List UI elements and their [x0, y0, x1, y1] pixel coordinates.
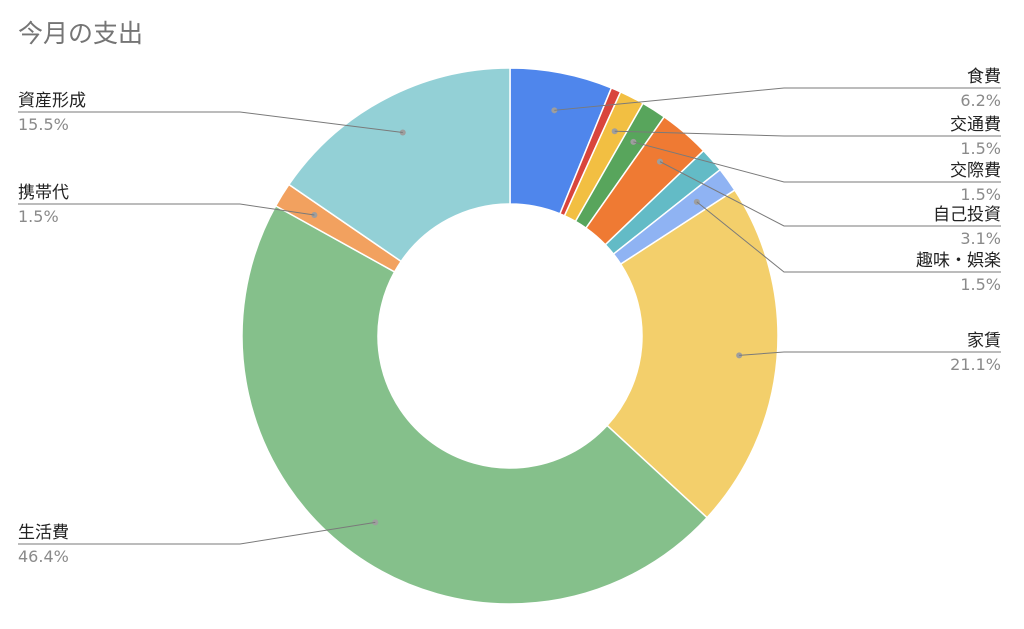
- donut-slice: [605, 189, 779, 519]
- chart-title: 今月の支出: [18, 19, 144, 48]
- leader-lines-group: [18, 87, 1001, 545]
- donut-slice: [241, 204, 709, 605]
- leader-line: [18, 203, 315, 216]
- slice-percent: 15.5%: [18, 115, 69, 134]
- slice-percent: 1.5%: [960, 185, 1001, 204]
- leader-line: [614, 130, 1001, 137]
- slice-label: 食費: [967, 67, 1001, 87]
- donut-slice: [287, 67, 511, 263]
- slice-percent: 3.1%: [960, 229, 1001, 248]
- leader-line: [633, 141, 1001, 183]
- slice-label: 趣味・娯楽: [916, 251, 1001, 271]
- leader-line: [696, 201, 1001, 273]
- leader-line: [18, 111, 403, 134]
- slices-group: [241, 67, 779, 605]
- labels-group: 食費6.2%交通費1.5%交際費1.5%自己投資3.1%趣味・娯楽1.5%家賃2…: [18, 67, 1001, 566]
- slice-percent: 46.4%: [18, 547, 69, 566]
- slice-percent: 1.5%: [960, 275, 1001, 294]
- slice-label: 携帯代: [18, 183, 69, 203]
- leader-line: [18, 521, 376, 545]
- slice-label: 生活費: [18, 523, 69, 543]
- slice-label: 資産形成: [18, 91, 86, 111]
- slice-percent: 1.5%: [960, 139, 1001, 158]
- slice-percent: 6.2%: [960, 91, 1001, 110]
- slice-label: 交際費: [950, 161, 1001, 181]
- slice-percent: 1.5%: [18, 207, 59, 226]
- slice-label: 自己投資: [933, 205, 1001, 225]
- leader-line: [659, 161, 1001, 227]
- slice-label: 交通費: [950, 115, 1001, 135]
- slice-label: 家賃: [967, 331, 1001, 351]
- leader-line: [739, 351, 1001, 356]
- leader-line: [554, 87, 1001, 111]
- slice-percent: 21.1%: [950, 355, 1001, 374]
